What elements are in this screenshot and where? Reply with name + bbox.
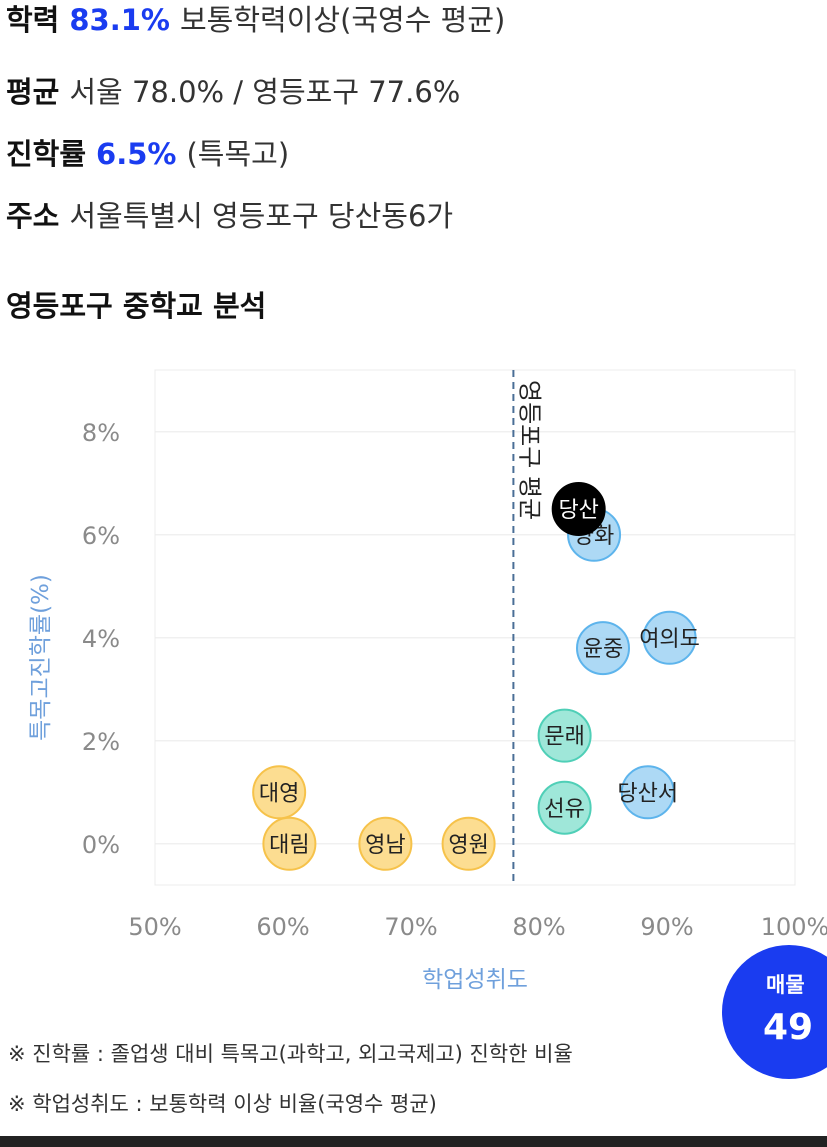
y-axis-label: 특목고진학률(%)	[28, 574, 54, 741]
y-tick-label: 8%	[82, 419, 120, 447]
point-marker	[642, 610, 697, 665]
x-tick-label: 90%	[640, 913, 693, 941]
point-label: 여의도	[639, 627, 700, 652]
badge-value: 49	[763, 1007, 814, 1048]
note-advance-rate: ※ 진학률 : 졸업생 대비 특목고(과학고, 외고국제고) 진학한 비율	[8, 1042, 573, 1066]
x-tick-label: 70%	[384, 913, 437, 941]
reference-line-group: 영등포구 평균	[512, 370, 543, 885]
y-tick-label: 6%	[82, 522, 120, 550]
point-label: 선유	[544, 797, 584, 822]
x-tick-label: 100%	[761, 913, 827, 941]
point-marker	[576, 621, 630, 676]
point-label: 당산서	[617, 781, 678, 806]
y-tick-label: 2%	[82, 728, 120, 756]
plot-area	[154, 369, 796, 886]
address-desc: 서울특별시 영등포구 당산동6가	[69, 199, 454, 233]
average-key: 평균	[6, 75, 60, 109]
info-ability: 학력 83.1% 보통학력이상(국영수 평균)	[6, 0, 505, 40]
point-label: 대림	[269, 833, 309, 858]
point-marker	[262, 816, 317, 871]
info-average: 평균 서울 78.0% / 영등포구 77.6%	[6, 72, 460, 112]
data-point: 여의도	[639, 610, 700, 665]
point-label: 영남	[365, 833, 405, 858]
ability-desc: 보통학력이상(국영수 평균)	[179, 3, 506, 37]
data-point: 대림	[262, 816, 317, 871]
point-marker	[252, 765, 307, 820]
point-marker	[537, 708, 592, 763]
average-desc: 서울 78.0% / 영등포구 77.6%	[69, 75, 461, 109]
ability-key: 학력	[6, 3, 60, 37]
advance-key: 진학률	[6, 137, 87, 171]
data-point: 윤중	[576, 621, 630, 676]
point-marker	[441, 816, 496, 871]
point-label: 윤중	[583, 637, 623, 662]
data-point: 당산서	[617, 765, 678, 820]
point-marker	[358, 816, 413, 871]
data-point: 영원	[441, 816, 496, 871]
listing-count-badge[interactable]: 매물 49	[722, 945, 827, 1079]
address-key: 주소	[6, 199, 60, 233]
bottom-bar	[0, 1136, 827, 1147]
section-title: 영등포구 중학교 분석	[6, 289, 267, 323]
point-label: 대영	[259, 781, 299, 806]
badge-label: 매물	[766, 973, 805, 997]
y-tick-label: 0%	[82, 831, 120, 859]
point-label: 영원	[448, 833, 488, 858]
x-axis-label: 학업성취도	[422, 967, 528, 993]
ability-value: 83.1%	[69, 3, 170, 37]
data-point: 문래	[537, 708, 592, 763]
info-advance: 진학률 6.5% (특목고)	[6, 134, 289, 174]
advance-value: 6.5%	[96, 137, 177, 171]
data-point: 선유	[537, 780, 592, 835]
y-tick-label: 4%	[82, 625, 120, 653]
info-address: 주소 서울특별시 영등포구 당산동6가	[6, 196, 453, 236]
point-marker	[620, 765, 675, 820]
point-marker	[537, 780, 592, 835]
reference-line-label: 영등포구 평균	[515, 380, 543, 520]
data-point: 영남	[358, 816, 413, 871]
point-marker	[551, 482, 606, 537]
x-tick-label: 50%	[128, 913, 181, 941]
x-tick-label: 60%	[256, 913, 309, 941]
point-label: 문래	[544, 725, 584, 750]
data-point: 당산	[551, 482, 606, 537]
data-point: 대영	[252, 765, 307, 820]
x-tick-label: 80%	[512, 913, 565, 941]
ticks: 0% 2% 4% 6% 8% 50% 60% 70% 80% 90% 100%	[82, 419, 827, 941]
point-label: 당산	[558, 498, 598, 523]
note-achievement: ※ 학업성취도 : 보통학력 이상 비율(국영수 평균)	[8, 1092, 437, 1116]
advance-desc: (특목고)	[186, 137, 290, 171]
